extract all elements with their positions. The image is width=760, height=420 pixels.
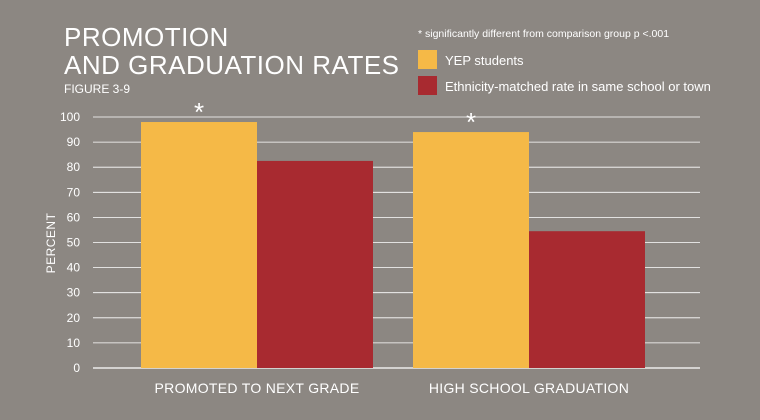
significance-mark-0: * — [194, 97, 204, 127]
legend-label-yep: YEP students — [445, 53, 524, 68]
chart-title-line-1: PROMOTION — [64, 22, 229, 52]
y-tick-label-60: 60 — [67, 210, 81, 224]
y-tick-label-90: 90 — [67, 135, 81, 149]
legend-swatch-yep — [418, 50, 437, 69]
legend-swatch-matched — [418, 76, 437, 95]
bar-matched-1 — [529, 231, 645, 368]
y-axis-ticks: 0 10 20 30 40 50 60 70 80 90 100 — [60, 110, 80, 375]
x-category-label-1: HIGH SCHOOL GRADUATION — [429, 380, 629, 396]
y-tick-label-0: 0 — [73, 361, 80, 375]
y-tick-label-100: 100 — [60, 110, 80, 124]
bars — [141, 122, 645, 369]
chart-title-line-2: AND GRADUATION RATES — [64, 50, 400, 80]
y-tick-label-70: 70 — [67, 185, 81, 199]
significance-marks: * * — [194, 97, 476, 137]
y-tick-label-40: 40 — [67, 261, 81, 275]
bar-yep-1 — [413, 132, 529, 368]
bar-yep-0 — [141, 122, 257, 369]
bar-matched-0 — [257, 160, 373, 368]
x-category-label-0: PROMOTED TO NEXT GRADE — [155, 380, 360, 396]
x-axis-category-labels: PROMOTED TO NEXT GRADE HIGH SCHOOL GRADUA… — [155, 380, 629, 396]
y-axis-title: PERCENT — [44, 212, 58, 273]
figure-label: FIGURE 3-9 — [64, 82, 130, 96]
y-tick-label-80: 80 — [67, 160, 81, 174]
significance-note: * significantly different from compariso… — [418, 28, 669, 40]
y-tick-label-30: 30 — [67, 286, 81, 300]
y-tick-label-10: 10 — [67, 336, 81, 350]
y-tick-label-20: 20 — [67, 311, 81, 325]
y-tick-label-50: 50 — [67, 236, 81, 250]
significance-mark-1: * — [466, 107, 476, 137]
legend-label-matched: Ethnicity-matched rate in same school or… — [445, 79, 711, 94]
